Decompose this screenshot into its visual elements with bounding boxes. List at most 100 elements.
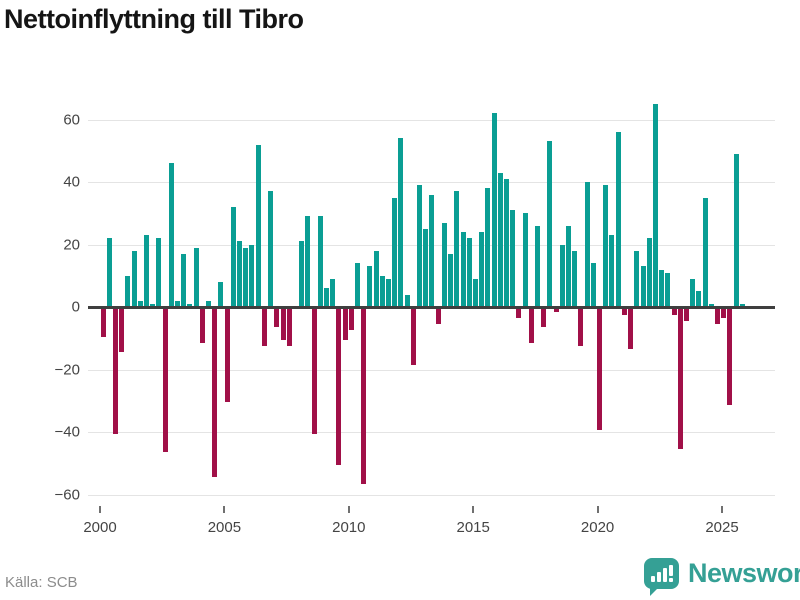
bar [206,300,212,307]
bar [342,308,348,340]
bar [590,263,596,307]
bar [584,182,590,307]
bar [472,278,478,307]
bar [640,266,646,307]
bar [367,266,373,307]
bar [534,225,540,307]
bar [541,308,547,328]
x-axis-tick [223,506,226,513]
bar [615,132,621,307]
x-axis-tick [99,506,101,513]
bar [652,103,658,307]
bar [119,308,125,353]
bar [628,308,634,350]
bar [677,308,683,450]
bar [634,250,640,307]
zero-axis-line [88,306,775,309]
bar [348,308,354,331]
bar [727,308,733,406]
bar [435,308,441,325]
bar [621,308,627,315]
bar [193,247,199,307]
bar [392,197,398,307]
bar [522,213,528,307]
gridline-60 [88,120,775,121]
bar [373,250,379,307]
bar [311,308,317,434]
bar [510,210,516,307]
bar [379,275,385,307]
bar [199,308,205,343]
bar [547,141,553,307]
x-axis-label: 2015 [456,519,490,536]
bar [386,278,392,307]
bar [479,232,485,307]
bar [454,191,460,307]
bar [671,308,677,315]
brand-wordmark: Newsworthy [688,558,800,588]
bar [181,253,187,307]
bar [174,300,180,307]
bar [305,216,311,307]
bar [361,308,367,484]
x-axis-label: 2010 [332,519,366,536]
bar [733,153,739,307]
speech-bubble-tail [650,587,659,596]
bar [106,238,112,307]
bar [286,308,292,346]
bar [218,282,224,307]
bar [237,241,243,307]
bar [516,308,522,318]
bar [299,241,305,307]
exclamation-glyph [669,565,673,582]
bar [528,308,534,343]
bar [603,185,609,307]
x-axis-tick [347,506,350,513]
bar [230,207,236,307]
y-axis-label: 60 [63,111,80,129]
bar [162,308,168,453]
bar [466,238,472,307]
bar [423,228,429,307]
x-axis-label: 2005 [207,519,242,536]
bar [553,308,559,312]
bar [448,253,454,307]
bar [330,278,336,307]
x-axis-tick [472,506,475,513]
bar [690,278,696,307]
y-axis-label: −60 [54,486,80,504]
bar [224,308,230,403]
bar [714,308,720,325]
bar [441,222,447,307]
bar [708,303,714,307]
x-axis-label: 2025 [705,519,739,536]
gridline--20 [88,370,775,371]
bar [150,303,156,307]
x-axis-label: 2020 [580,519,615,536]
gridline--60 [88,495,775,496]
y-axis-label: 40 [63,173,80,191]
y-axis-label: −40 [54,423,80,441]
bar [503,178,509,307]
bar [243,247,249,307]
y-axis-label: 20 [63,236,80,254]
bar [274,308,280,328]
bar [721,308,727,318]
x-axis-tick [721,506,723,513]
bar [212,308,218,478]
bar [255,144,261,307]
bar [665,272,671,307]
newsworthy-logo: Newsworthy [644,558,800,596]
chart-title: Nettoinflyttning till Tibro [4,4,304,34]
bar [739,303,745,307]
bar [696,291,702,307]
y-axis-label: 0 [71,298,80,316]
bar [683,308,689,321]
bar [156,238,162,307]
bar [578,308,584,346]
bar [168,163,174,307]
bar [323,288,329,307]
bar [572,250,578,307]
